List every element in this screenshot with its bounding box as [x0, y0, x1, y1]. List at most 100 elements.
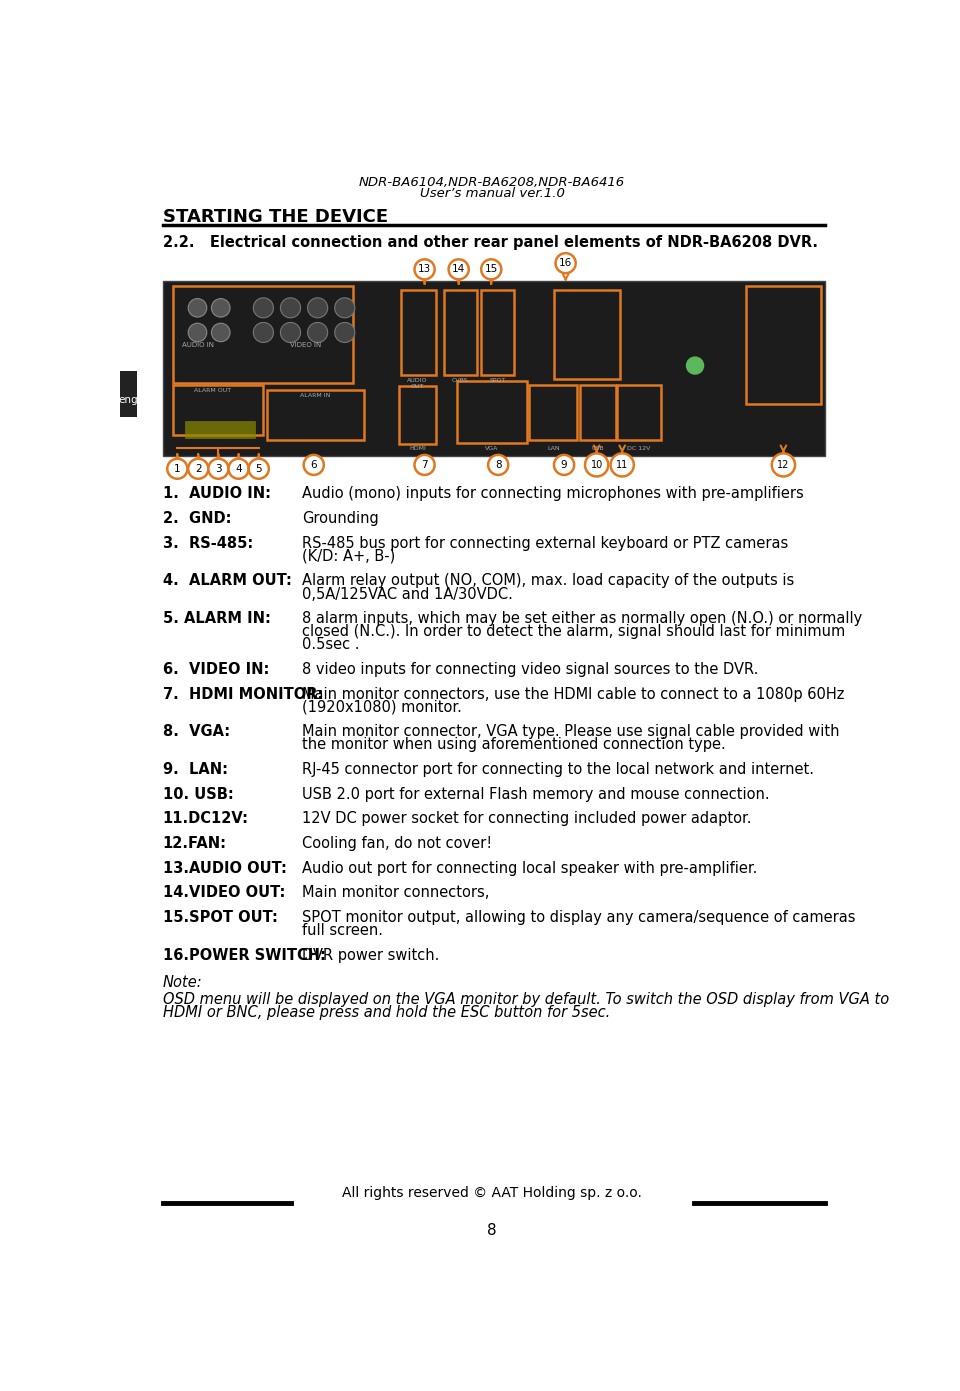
- Bar: [120, 371, 137, 417]
- Text: 7: 7: [421, 460, 428, 470]
- Circle shape: [307, 298, 327, 317]
- Text: the monitor when using aforementioned connection type.: the monitor when using aforementioned co…: [302, 737, 726, 753]
- Bar: [400, 291, 436, 374]
- Text: All rights reserved © AAT Holding sp. z o.o.: All rights reserved © AAT Holding sp. z …: [342, 1187, 642, 1200]
- Bar: [162, 281, 826, 456]
- Text: User’s manual ver.1.0: User’s manual ver.1.0: [420, 186, 564, 200]
- Text: 5. ALARM IN:: 5. ALARM IN:: [162, 611, 271, 626]
- Bar: [173, 287, 352, 383]
- Text: 12V DC power socket for connecting included power adaptor.: 12V DC power socket for connecting inclu…: [302, 811, 752, 826]
- Circle shape: [211, 299, 230, 317]
- Text: 0.5sec .: 0.5sec .: [302, 637, 360, 652]
- Circle shape: [481, 259, 501, 280]
- Circle shape: [211, 323, 230, 342]
- Bar: [746, 287, 821, 403]
- Text: Main monitor connectors, use the HDMI cable to connect to a 1080p 60Hz: Main monitor connectors, use the HDMI ca…: [302, 687, 845, 701]
- Circle shape: [415, 455, 435, 474]
- Circle shape: [611, 453, 634, 477]
- Circle shape: [253, 323, 274, 342]
- Bar: [554, 291, 620, 378]
- Text: 3: 3: [215, 463, 222, 474]
- Text: OSD menu will be displayed on the VGA monitor by default. To switch the OSD disp: OSD menu will be displayed on the VGA mo…: [162, 992, 889, 1007]
- Text: 8 video inputs for connecting video signal sources to the DVR.: 8 video inputs for connecting video sign…: [302, 662, 758, 677]
- Text: 11: 11: [616, 460, 629, 470]
- Text: DC 12V: DC 12V: [627, 445, 650, 451]
- Text: 2.  GND:: 2. GND:: [162, 510, 231, 526]
- Text: 9: 9: [561, 460, 567, 470]
- Text: RJ-45 connector port for connecting to the local network and internet.: RJ-45 connector port for connecting to t…: [302, 762, 814, 778]
- Text: 14.VIDEO OUT:: 14.VIDEO OUT:: [162, 885, 285, 900]
- Text: 12: 12: [778, 460, 789, 470]
- Circle shape: [188, 299, 206, 317]
- Text: 8 alarm inputs, which may be set either as normally open (N.O.) or normally: 8 alarm inputs, which may be set either …: [302, 611, 862, 626]
- Text: Note:: Note:: [162, 975, 203, 990]
- Bar: [580, 385, 616, 441]
- Text: ALARM IN: ALARM IN: [300, 392, 330, 398]
- Bar: [185, 421, 254, 438]
- Text: USB: USB: [591, 445, 604, 451]
- Circle shape: [253, 298, 274, 317]
- Text: 15: 15: [485, 264, 498, 274]
- Text: HDMI or BNC, please press and hold the ESC button for 5sec.: HDMI or BNC, please press and hold the E…: [162, 1004, 610, 1020]
- Text: 5: 5: [255, 463, 262, 474]
- Text: 3.  RS-485:: 3. RS-485:: [162, 536, 252, 551]
- Text: 1: 1: [174, 463, 180, 474]
- Text: 8: 8: [495, 460, 501, 470]
- Circle shape: [208, 459, 228, 479]
- Text: Alarm relay output (NO, COM), max. load capacity of the outputs is: Alarm relay output (NO, COM), max. load …: [302, 573, 794, 588]
- Bar: [162, 281, 826, 456]
- Text: 13: 13: [418, 264, 431, 274]
- Text: 4: 4: [235, 463, 242, 474]
- Text: Audio out port for connecting local speaker with pre-amplifier.: Audio out port for connecting local spea…: [302, 861, 757, 876]
- Bar: [616, 385, 660, 441]
- Text: RS-485 bus port for connecting external keyboard or PTZ cameras: RS-485 bus port for connecting external …: [302, 536, 788, 551]
- Circle shape: [280, 298, 300, 317]
- Circle shape: [554, 455, 574, 474]
- Text: 12.FAN:: 12.FAN:: [162, 836, 227, 851]
- Bar: [529, 385, 577, 441]
- Circle shape: [188, 459, 208, 479]
- Bar: [481, 291, 514, 374]
- Circle shape: [686, 357, 704, 374]
- Text: USB 2.0 port for external Flash memory and mouse connection.: USB 2.0 port for external Flash memory a…: [302, 787, 770, 801]
- Circle shape: [488, 455, 508, 474]
- Text: 13.AUDIO OUT:: 13.AUDIO OUT:: [162, 861, 286, 876]
- Text: (1920x1080) monitor.: (1920x1080) monitor.: [302, 700, 462, 715]
- Text: LAN: LAN: [547, 445, 560, 451]
- Circle shape: [772, 453, 795, 477]
- Text: Cooling fan, do not cover!: Cooling fan, do not cover!: [302, 836, 492, 851]
- Text: closed (N.C.). In order to detect the alarm, signal should last for minimum: closed (N.C.). In order to detect the al…: [302, 625, 846, 640]
- Text: 15.SPOT OUT:: 15.SPOT OUT:: [162, 910, 277, 925]
- Bar: [267, 391, 364, 441]
- Text: SPOT: SPOT: [490, 378, 506, 383]
- Circle shape: [249, 459, 269, 479]
- Bar: [457, 381, 527, 442]
- Bar: [173, 385, 263, 435]
- Text: SPOT monitor output, allowing to display any camera/sequence of cameras: SPOT monitor output, allowing to display…: [302, 910, 855, 925]
- Text: Audio (mono) inputs for connecting microphones with pre-amplifiers: Audio (mono) inputs for connecting micro…: [302, 487, 804, 502]
- Circle shape: [335, 323, 355, 342]
- Text: VGA: VGA: [486, 445, 498, 451]
- Text: 6.  VIDEO IN:: 6. VIDEO IN:: [162, 662, 269, 677]
- Text: full screen.: full screen.: [302, 924, 383, 938]
- Text: Grounding: Grounding: [302, 510, 379, 526]
- Bar: [399, 387, 436, 444]
- Text: (K/D: A+, B-): (K/D: A+, B-): [302, 549, 396, 563]
- Bar: [444, 291, 476, 374]
- Circle shape: [307, 323, 327, 342]
- Text: CVBS: CVBS: [451, 378, 468, 383]
- Circle shape: [280, 323, 300, 342]
- Text: DVR power switch.: DVR power switch.: [302, 947, 440, 963]
- Circle shape: [188, 323, 206, 342]
- Circle shape: [415, 259, 435, 280]
- Circle shape: [585, 453, 609, 477]
- Text: 8.  VGA:: 8. VGA:: [162, 725, 229, 740]
- Text: 10. USB:: 10. USB:: [162, 787, 233, 801]
- Text: 9.  LAN:: 9. LAN:: [162, 762, 228, 778]
- Circle shape: [448, 259, 468, 280]
- Text: eng: eng: [119, 395, 138, 405]
- Text: 6: 6: [310, 460, 317, 470]
- Text: Main monitor connector, VGA type. Please use signal cable provided with: Main monitor connector, VGA type. Please…: [302, 725, 840, 740]
- Text: 8: 8: [487, 1223, 497, 1238]
- Text: 0,5A/125VAC and 1A/30VDC.: 0,5A/125VAC and 1A/30VDC.: [302, 587, 513, 601]
